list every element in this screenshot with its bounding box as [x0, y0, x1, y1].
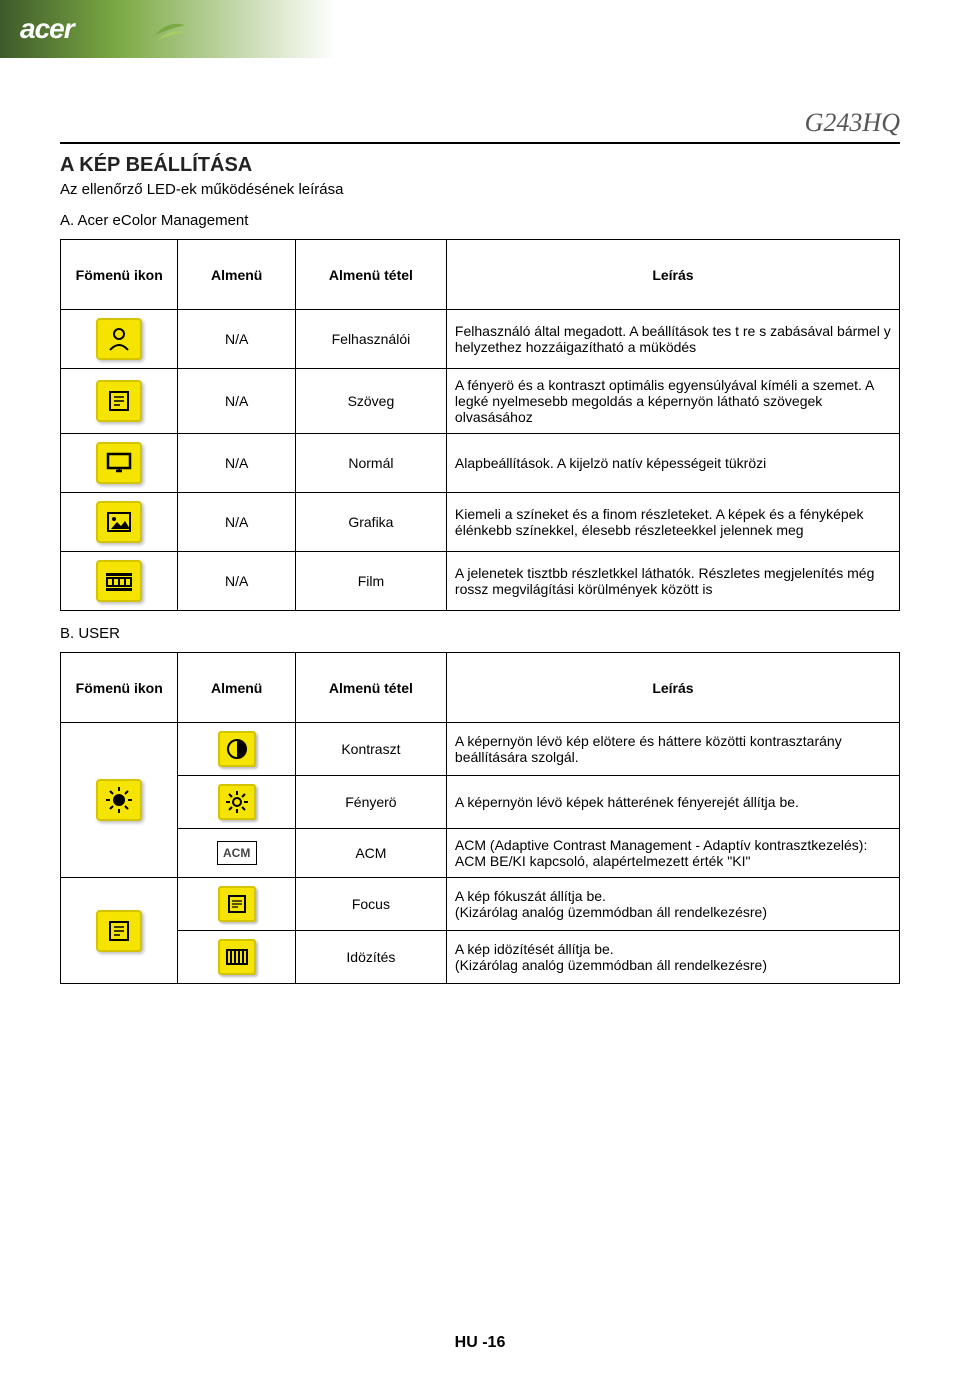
cell-desc: A jelenetek tisztbb részletkkel láthatók…	[446, 552, 899, 611]
acm-icon: ACM	[217, 841, 257, 865]
page-content: G243HQ A KÉP BEÁLLÍTÁSA Az ellenőrző LED…	[0, 58, 960, 984]
cell-item: Grafika	[295, 493, 446, 552]
col-submenu: Almenü	[178, 653, 295, 723]
col-item: Almenü tétel	[295, 240, 446, 310]
cell-item: Film	[295, 552, 446, 611]
table-row: N/A Szöveg A fényerö és a kontraszt opti…	[61, 369, 900, 434]
bars-icon	[218, 939, 256, 975]
col-main-icon: Fömenü ikon	[61, 240, 178, 310]
table-row: Fényerö A képernyön lévö képek hátteréne…	[61, 776, 900, 829]
cell-item: ACM	[295, 829, 446, 878]
subheading-b: B. USER	[60, 625, 900, 642]
table-row: Idözítés A kép idözítését állítja be. (K…	[61, 931, 900, 984]
user-icon	[96, 318, 142, 360]
swish-icon	[150, 10, 190, 50]
col-main-icon: Fömenü ikon	[61, 653, 178, 723]
image-icon	[96, 501, 142, 543]
section-subtitle: Az ellenőrző LED-ek működésének leírása	[60, 181, 900, 198]
model-label: G243HQ	[60, 108, 900, 138]
cell-item: Normál	[295, 434, 446, 493]
page-footer: HU -16	[0, 1334, 960, 1352]
table-row: ACM ACM ACM (Adaptive Contrast Managemen…	[61, 829, 900, 878]
monitor-icon	[96, 442, 142, 484]
col-desc: Leírás	[446, 240, 899, 310]
table-row: N/A Felhasználói Felhasználó által megad…	[61, 310, 900, 369]
cell-desc: A képernyön lévö kép elötere és háttere …	[446, 723, 899, 776]
table-row: N/A Normál Alapbeállítások. A kijelzö na…	[61, 434, 900, 493]
cell-sub: N/A	[178, 434, 295, 493]
table-header-row: Fömenü ikon Almenü Almenü tétel Leírás	[61, 653, 900, 723]
cell-item: Idözítés	[295, 931, 446, 984]
top-divider	[60, 142, 900, 144]
brand-logo: acer	[20, 13, 74, 45]
cell-desc: A kép fókuszát állítja be. (Kizárólag an…	[446, 878, 899, 931]
cell-desc: A fényerö és a kontraszt optimális egyen…	[446, 369, 899, 434]
col-desc: Leírás	[446, 653, 899, 723]
cell-sub: N/A	[178, 493, 295, 552]
text-icon	[96, 910, 142, 952]
cell-desc: ACM (Adaptive Contrast Management - Adap…	[446, 829, 899, 878]
table-row: N/A Grafika Kiemeli a színeket és a fino…	[61, 493, 900, 552]
table-row: Focus A kép fókuszát állítja be. (Kizáró…	[61, 878, 900, 931]
col-submenu: Almenü	[178, 240, 295, 310]
sun-icon	[218, 784, 256, 820]
brightness-icon	[96, 779, 142, 821]
col-item: Almenü tétel	[295, 653, 446, 723]
table-row: N/A Film A jelenetek tisztbb részletkkel…	[61, 552, 900, 611]
focus-text-icon	[218, 886, 256, 922]
cell-item: Focus	[295, 878, 446, 931]
text-icon	[96, 380, 142, 422]
cell-desc: Alapbeállítások. A kijelzö natív képessé…	[446, 434, 899, 493]
section-title: A KÉP BEÁLLÍTÁSA	[60, 154, 900, 177]
cell-item: Szöveg	[295, 369, 446, 434]
cell-sub: N/A	[178, 310, 295, 369]
cell-item: Felhasználói	[295, 310, 446, 369]
contrast-icon	[218, 731, 256, 767]
cell-desc: A kép idözítését állítja be. (Kizárólag …	[446, 931, 899, 984]
cell-desc: A képernyön lévö képek hátterének fényer…	[446, 776, 899, 829]
table-row: Kontraszt A képernyön lévö kép elötere é…	[61, 723, 900, 776]
table-header-row: Fömenü ikon Almenü Almenü tétel Leírás	[61, 240, 900, 310]
cell-desc: Kiemeli a színeket és a finom részleteke…	[446, 493, 899, 552]
subheading-a: A. Acer eColor Management	[60, 212, 900, 229]
film-icon	[96, 560, 142, 602]
cell-desc: Felhasználó által megadott. A beállításo…	[446, 310, 899, 369]
cell-item: Kontraszt	[295, 723, 446, 776]
cell-sub: N/A	[178, 552, 295, 611]
cell-sub: N/A	[178, 369, 295, 434]
table-a: Fömenü ikon Almenü Almenü tétel Leírás N…	[60, 239, 900, 611]
cell-item: Fényerö	[295, 776, 446, 829]
table-b: Fömenü ikon Almenü Almenü tétel Leírás K…	[60, 652, 900, 984]
header-banner: acer	[0, 0, 960, 58]
